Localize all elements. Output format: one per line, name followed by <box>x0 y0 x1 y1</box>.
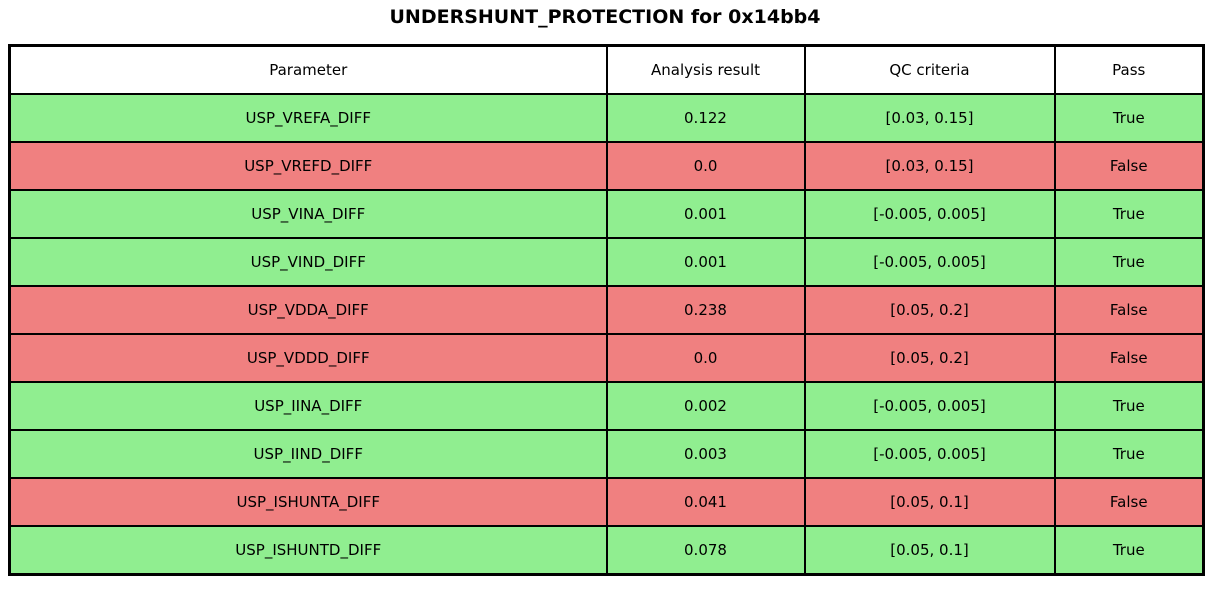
qc-criteria-cell: [-0.005, 0.005] <box>803 189 1056 239</box>
table-row: USP_VIND_DIFF 0.001 [-0.005, 0.005] True <box>8 237 1205 287</box>
parameter-cell: USP_VDDA_DIFF <box>8 285 608 335</box>
qc-criteria-cell: [0.03, 0.15] <box>803 141 1056 191</box>
table-row: USP_VDDA_DIFF 0.238 [0.05, 0.2] False <box>8 285 1205 335</box>
analysis-result-cell: 0.003 <box>605 429 806 479</box>
table-row: USP_VREFA_DIFF 0.122 [0.03, 0.15] True <box>8 93 1205 143</box>
parameter-cell: USP_VIND_DIFF <box>8 237 608 287</box>
analysis-result-cell: 0.078 <box>605 525 806 576</box>
parameter-cell: USP_IIND_DIFF <box>8 429 608 479</box>
qc-criteria-cell: [0.05, 0.2] <box>803 285 1056 335</box>
table-row: USP_ISHUNTA_DIFF 0.041 [0.05, 0.1] False <box>8 477 1205 527</box>
pass-cell: True <box>1053 237 1205 287</box>
column-header-pass: Pass <box>1053 44 1205 95</box>
table-row: USP_IIND_DIFF 0.003 [-0.005, 0.005] True <box>8 429 1205 479</box>
pass-cell: True <box>1053 93 1205 143</box>
analysis-result-cell: 0.0 <box>605 141 806 191</box>
pass-cell: True <box>1053 429 1205 479</box>
parameter-cell: USP_IINA_DIFF <box>8 381 608 431</box>
column-header-parameter: Parameter <box>8 44 608 95</box>
table-row: USP_VINA_DIFF 0.001 [-0.005, 0.005] True <box>8 189 1205 239</box>
table-header-row: Parameter Analysis result QC criteria Pa… <box>8 44 1205 95</box>
parameter-cell: USP_VDDD_DIFF <box>8 333 608 383</box>
parameter-cell: USP_VREFD_DIFF <box>8 141 608 191</box>
analysis-result-cell: 0.041 <box>605 477 806 527</box>
analysis-result-cell: 0.001 <box>605 189 806 239</box>
parameter-cell: USP_VINA_DIFF <box>8 189 608 239</box>
analysis-result-cell: 0.238 <box>605 285 806 335</box>
table-row: USP_VREFD_DIFF 0.0 [0.03, 0.15] False <box>8 141 1205 191</box>
pass-cell: True <box>1053 525 1205 576</box>
pass-cell: True <box>1053 381 1205 431</box>
qc-criteria-cell: [0.05, 0.1] <box>803 525 1056 576</box>
qc-criteria-cell: [-0.005, 0.005] <box>803 237 1056 287</box>
qc-criteria-cell: [0.05, 0.1] <box>803 477 1056 527</box>
parameter-cell: USP_VREFA_DIFF <box>8 93 608 143</box>
pass-cell: True <box>1053 189 1205 239</box>
qc-results-table: Parameter Analysis result QC criteria Pa… <box>8 44 1205 576</box>
table-row: USP_IINA_DIFF 0.002 [-0.005, 0.005] True <box>8 381 1205 431</box>
analysis-result-cell: 0.0 <box>605 333 806 383</box>
analysis-result-cell: 0.001 <box>605 237 806 287</box>
pass-cell: False <box>1053 477 1205 527</box>
analysis-result-cell: 0.122 <box>605 93 806 143</box>
qc-criteria-cell: [-0.005, 0.005] <box>803 429 1056 479</box>
pass-cell: False <box>1053 285 1205 335</box>
column-header-qc-criteria: QC criteria <box>803 44 1056 95</box>
analysis-result-cell: 0.002 <box>605 381 806 431</box>
pass-cell: False <box>1053 333 1205 383</box>
qc-criteria-cell: [-0.005, 0.005] <box>803 381 1056 431</box>
pass-cell: False <box>1053 141 1205 191</box>
parameter-cell: USP_ISHUNTD_DIFF <box>8 525 608 576</box>
table-row: USP_ISHUNTD_DIFF 0.078 [0.05, 0.1] True <box>8 525 1205 576</box>
table-row: USP_VDDD_DIFF 0.0 [0.05, 0.2] False <box>8 333 1205 383</box>
qc-criteria-cell: [0.03, 0.15] <box>803 93 1056 143</box>
page-title: UNDERSHUNT_PROTECTION for 0x14bb4 <box>389 6 821 28</box>
column-header-analysis-result: Analysis result <box>605 44 806 95</box>
parameter-cell: USP_ISHUNTA_DIFF <box>8 477 608 527</box>
qc-criteria-cell: [0.05, 0.2] <box>803 333 1056 383</box>
